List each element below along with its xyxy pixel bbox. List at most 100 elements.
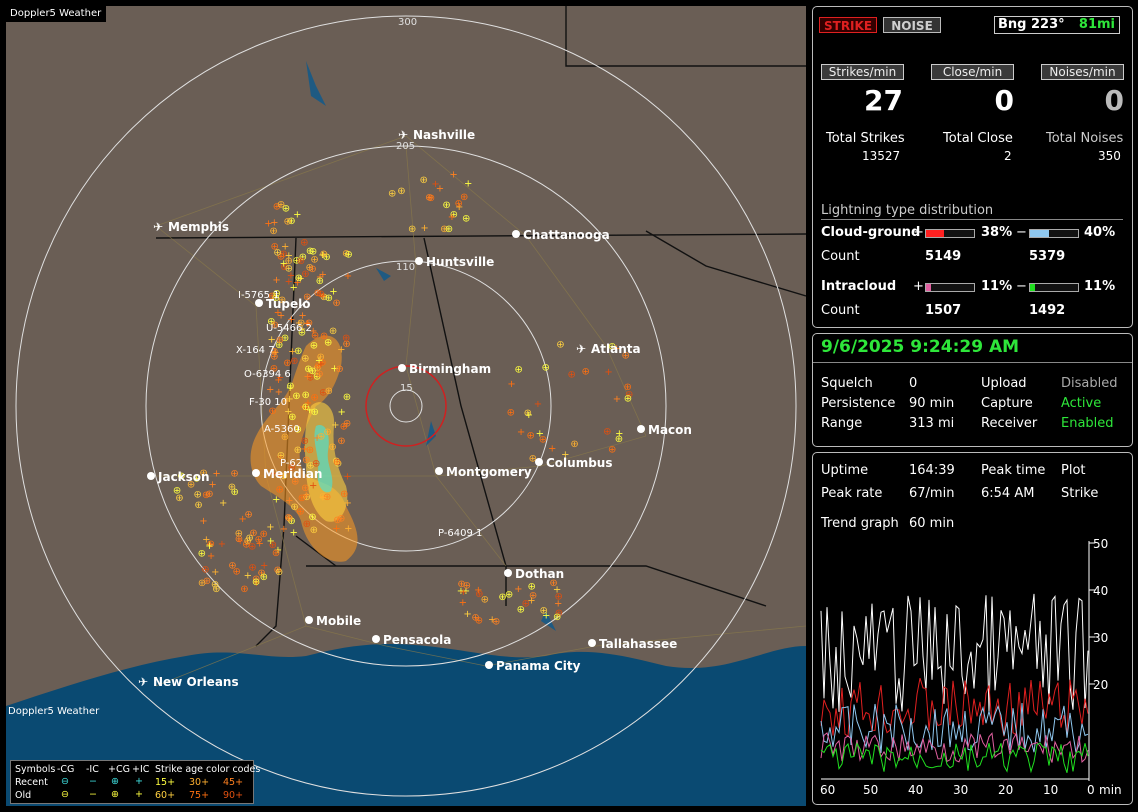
status-divider — [813, 362, 1132, 363]
strike-symbol-icon: ⊕ — [303, 292, 311, 303]
strike-symbol-icon: + — [205, 539, 213, 550]
state-borders — [155, 6, 806, 647]
city-dot-icon — [398, 364, 406, 372]
strike-symbol-icon: ⊕ — [317, 289, 325, 300]
strike-marker-label[interactable]: I-5765 1 — [238, 290, 280, 301]
persistence-value: 90 min — [909, 396, 955, 411]
strike-symbol-icon: + — [300, 402, 308, 413]
airplane-icon: ✈ — [153, 220, 163, 234]
city-dot-icon — [147, 472, 155, 480]
strike-symbol-icon: + — [252, 578, 260, 589]
strike-symbol-icon: ⊕ — [337, 513, 345, 524]
city-label: Tupelo — [266, 297, 311, 311]
strike-symbol-icon: + — [236, 536, 244, 547]
strike-marker-label[interactable]: F-30 10 — [249, 397, 287, 408]
legend-header-pos-ic: +IC — [132, 764, 150, 775]
ic-label: Intracloud — [821, 279, 897, 294]
strike-marker-label[interactable]: U-5466 2 — [266, 323, 312, 334]
strike-marker-label[interactable]: P-62 — [280, 458, 302, 469]
total-strikes-value: 13527 — [862, 149, 901, 163]
strike-symbol-icon: ⊕ — [290, 502, 298, 513]
strike-symbol-icon: ⊕ — [193, 473, 201, 484]
cg-minus-sign: − — [1016, 225, 1027, 240]
strike-symbol-icon: ⊕ — [329, 326, 337, 337]
strike-symbol-icon: ⊕ — [235, 534, 243, 545]
city-label: Macon — [648, 423, 692, 437]
strike-symbol-icon: ⊕ — [621, 351, 629, 362]
x-unit: min — [1099, 783, 1122, 797]
strike-symbol-icon: ⊕ — [462, 213, 470, 224]
strike-symbol-icon: + — [208, 479, 216, 490]
strike-symbol-icon: ⊕ — [450, 210, 458, 221]
strike-symbol-icon: ⊕ — [625, 389, 633, 400]
strike-symbol-icon: ⊕ — [205, 489, 213, 500]
close-per-min-button[interactable]: Close/min — [931, 64, 1014, 80]
strike-symbol-icon: ⊕ — [292, 256, 300, 267]
strike-symbol-icon: ⊕ — [285, 514, 293, 525]
strike-symbol-icon: ⊕ — [301, 269, 309, 280]
noises-per-min-button[interactable]: Noises/min — [1041, 64, 1124, 80]
strike-symbol-icon: ⊕ — [505, 590, 513, 601]
range-label-205: 205 — [396, 141, 415, 152]
strike-symbol-icon: + — [330, 363, 338, 374]
strike-symbol-icon: ⊕ — [340, 489, 348, 500]
strike-symbol-icon: + — [338, 407, 346, 418]
legend-old-pos-cg-icon: ⊕ — [111, 789, 119, 800]
city-label: Chattanooga — [523, 228, 610, 242]
strike-symbol-icon: ⊕ — [515, 365, 523, 376]
city-label: Tallahassee — [599, 637, 677, 651]
strike-symbol-icon: ⊕ — [187, 480, 195, 491]
uptime-value: 164:39 — [909, 463, 955, 478]
city-label: Memphis — [168, 220, 229, 234]
strike-symbol-icon: ⊕ — [245, 533, 253, 544]
strike-symbol-icon: ⊕ — [306, 460, 314, 471]
strike-symbol-icon: + — [337, 344, 345, 355]
lightning-map[interactable]: 300 205 110 15 + ⊕ ⊕ + ⊕ ⊕ + + + ⊕ ⊕ + ⊕ + ⊕ ⊕ ⊕ + ⊕ ⊕ ⊕ ⊕ ⊕ ⊕ ⊕… — [6, 6, 806, 806]
bearing-readout: Bng 223° 81mi — [994, 16, 1120, 34]
strike-mode-button[interactable]: STRIKE — [819, 17, 877, 33]
airplane-icon: ✈ — [576, 342, 586, 356]
strike-symbol-icon: ⊕ — [522, 598, 530, 609]
strike-symbol-icon: + — [287, 270, 295, 281]
legend-header-pos-cg: +CG — [108, 764, 130, 775]
strike-marker-label[interactable]: X-164 7 — [236, 345, 275, 356]
ic-pos-count: 1507 — [925, 303, 962, 318]
city-dot-icon — [372, 635, 380, 643]
legend-old-label: Old — [15, 790, 32, 801]
strikes-per-min-button[interactable]: Strikes/min — [821, 64, 904, 80]
strike-symbol-icon: ⊕ — [320, 292, 328, 303]
city-dot-icon — [588, 639, 596, 647]
strike-symbol-icon: ⊕ — [173, 486, 181, 497]
strike-symbol-icon: ⊕ — [228, 560, 236, 571]
y-tick-20: 20 — [1093, 678, 1108, 692]
plot-value[interactable]: Strike — [1061, 486, 1099, 501]
strike-symbol-icon: ⊕ — [244, 509, 252, 520]
strike-symbol-icon: ⊕ — [340, 421, 348, 432]
strike-symbol-icon: ⊕ — [539, 435, 547, 446]
strike-symbol-icon: ⊕ — [242, 539, 250, 550]
strike-symbol-icon: + — [343, 498, 351, 509]
city-dot-icon — [485, 661, 493, 669]
peak-rate-label: Peak rate — [821, 486, 883, 501]
strike-symbol-icon: ⊕ — [442, 200, 450, 211]
strike-symbol-icon: ⊕ — [235, 529, 243, 540]
strike-symbol-icon: ⊕ — [301, 483, 309, 494]
legend-old-neg-cg-icon: ⊖ — [61, 789, 69, 800]
strike-symbol-icon: ⊕ — [284, 216, 292, 227]
strike-marker-label[interactable]: O-6394 6 — [244, 369, 291, 380]
legend-recent-pos-ic-icon: + — [135, 776, 143, 787]
strike-marker-label[interactable]: P-6409 1 — [438, 528, 482, 539]
strike-symbol-icon: ⊕ — [342, 249, 350, 260]
strike-symbol-icon: ⊕ — [498, 592, 506, 603]
uptime-label: Uptime — [821, 463, 869, 478]
ic-neg-pct: 11% — [1084, 279, 1116, 294]
strike-symbol-icon: + — [302, 403, 310, 414]
strike-symbol-icon: + — [293, 277, 301, 288]
strike-marker-label[interactable]: A-5360 — [264, 424, 300, 435]
strike-symbol-icon: ⊕ — [310, 392, 318, 403]
x-tick-30: 30 — [953, 783, 968, 797]
range-label-110: 110 — [396, 262, 415, 273]
receiver-label: Receiver — [981, 416, 1038, 431]
noise-mode-button[interactable]: NOISE — [883, 17, 941, 33]
strike-symbol-icon: ⊕ — [201, 565, 209, 576]
